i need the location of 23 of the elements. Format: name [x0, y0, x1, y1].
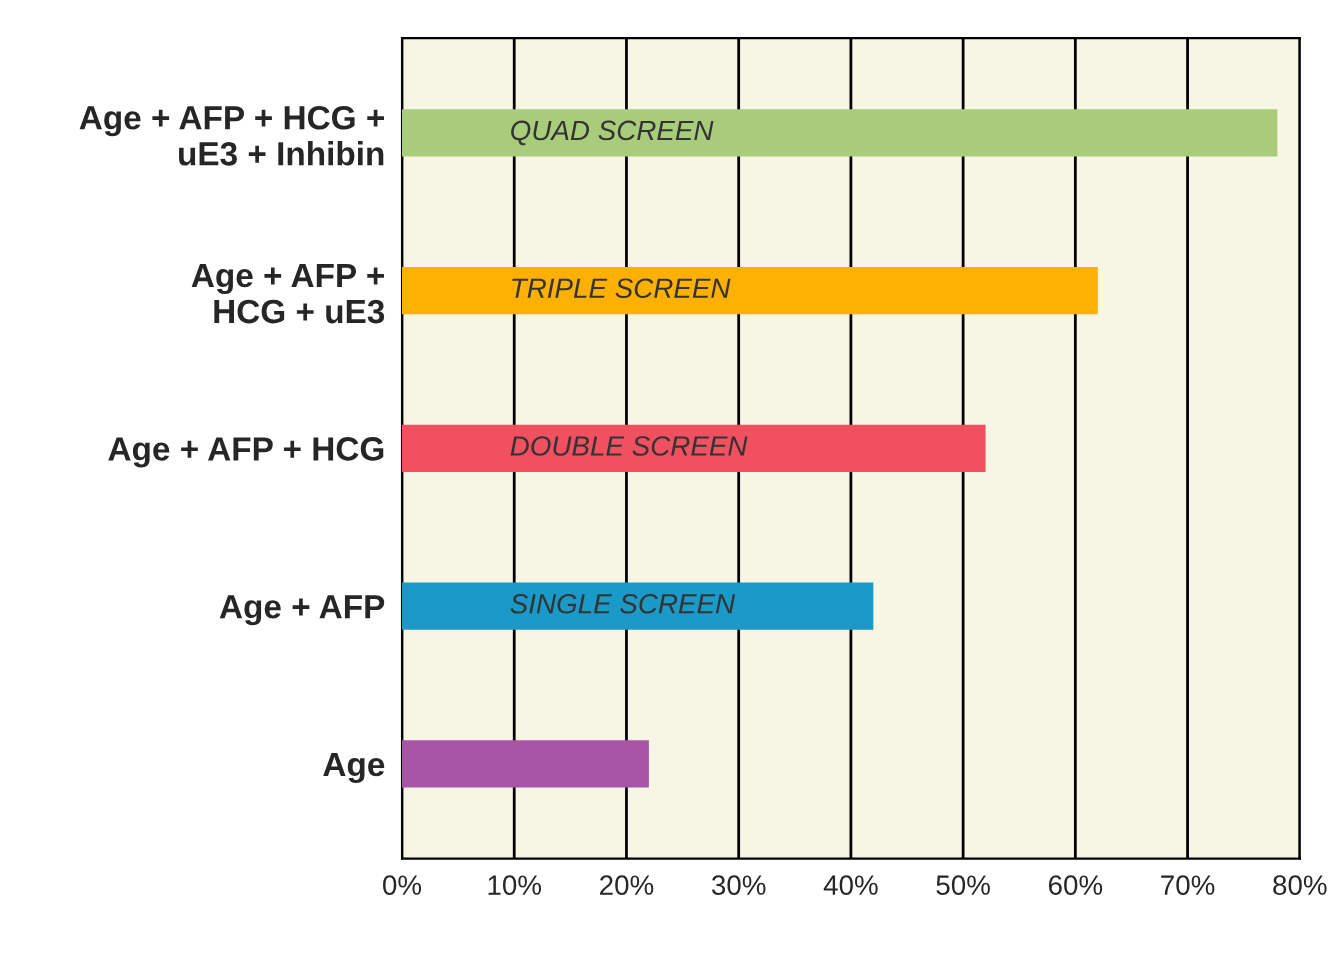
- bar: [402, 266, 1098, 315]
- y-tick-label: Age + AFP + HCG: [108, 437, 384, 468]
- bar: [402, 740, 649, 788]
- y-tick-label: Age: [323, 753, 385, 783]
- y-tick-label: Age + AFP: [219, 595, 385, 626]
- annotation: QUAD SCREEN: [511, 120, 714, 146]
- x-tick-label: 20%: [600, 875, 654, 895]
- x-tick-label: 10%: [488, 875, 542, 895]
- bar: [402, 582, 874, 630]
- y-tick-label: Age + AFP + HCG + uE3 + Inhibin: [79, 105, 384, 166]
- x-tick-label: 70%: [1161, 875, 1215, 895]
- x-tick-label: 40%: [823, 875, 878, 895]
- bar: [402, 424, 986, 473]
- annotation: DOUBLE SCREEN: [510, 436, 748, 456]
- y-tick-label: Age + AFP + HCG + uE3: [191, 264, 385, 324]
- annotation: TRIPLE SCREEN: [512, 278, 731, 299]
- x-tick-label: 80%: [1273, 875, 1327, 895]
- x-tick-label: 30%: [711, 875, 766, 895]
- x-tick-label: 60%: [1048, 875, 1103, 895]
- x-tick-label: 0%: [383, 875, 422, 895]
- annotation: SINGLE SCREEN: [510, 593, 736, 614]
- bar: [402, 109, 1278, 157]
- x-tick-label: 50%: [936, 875, 990, 895]
